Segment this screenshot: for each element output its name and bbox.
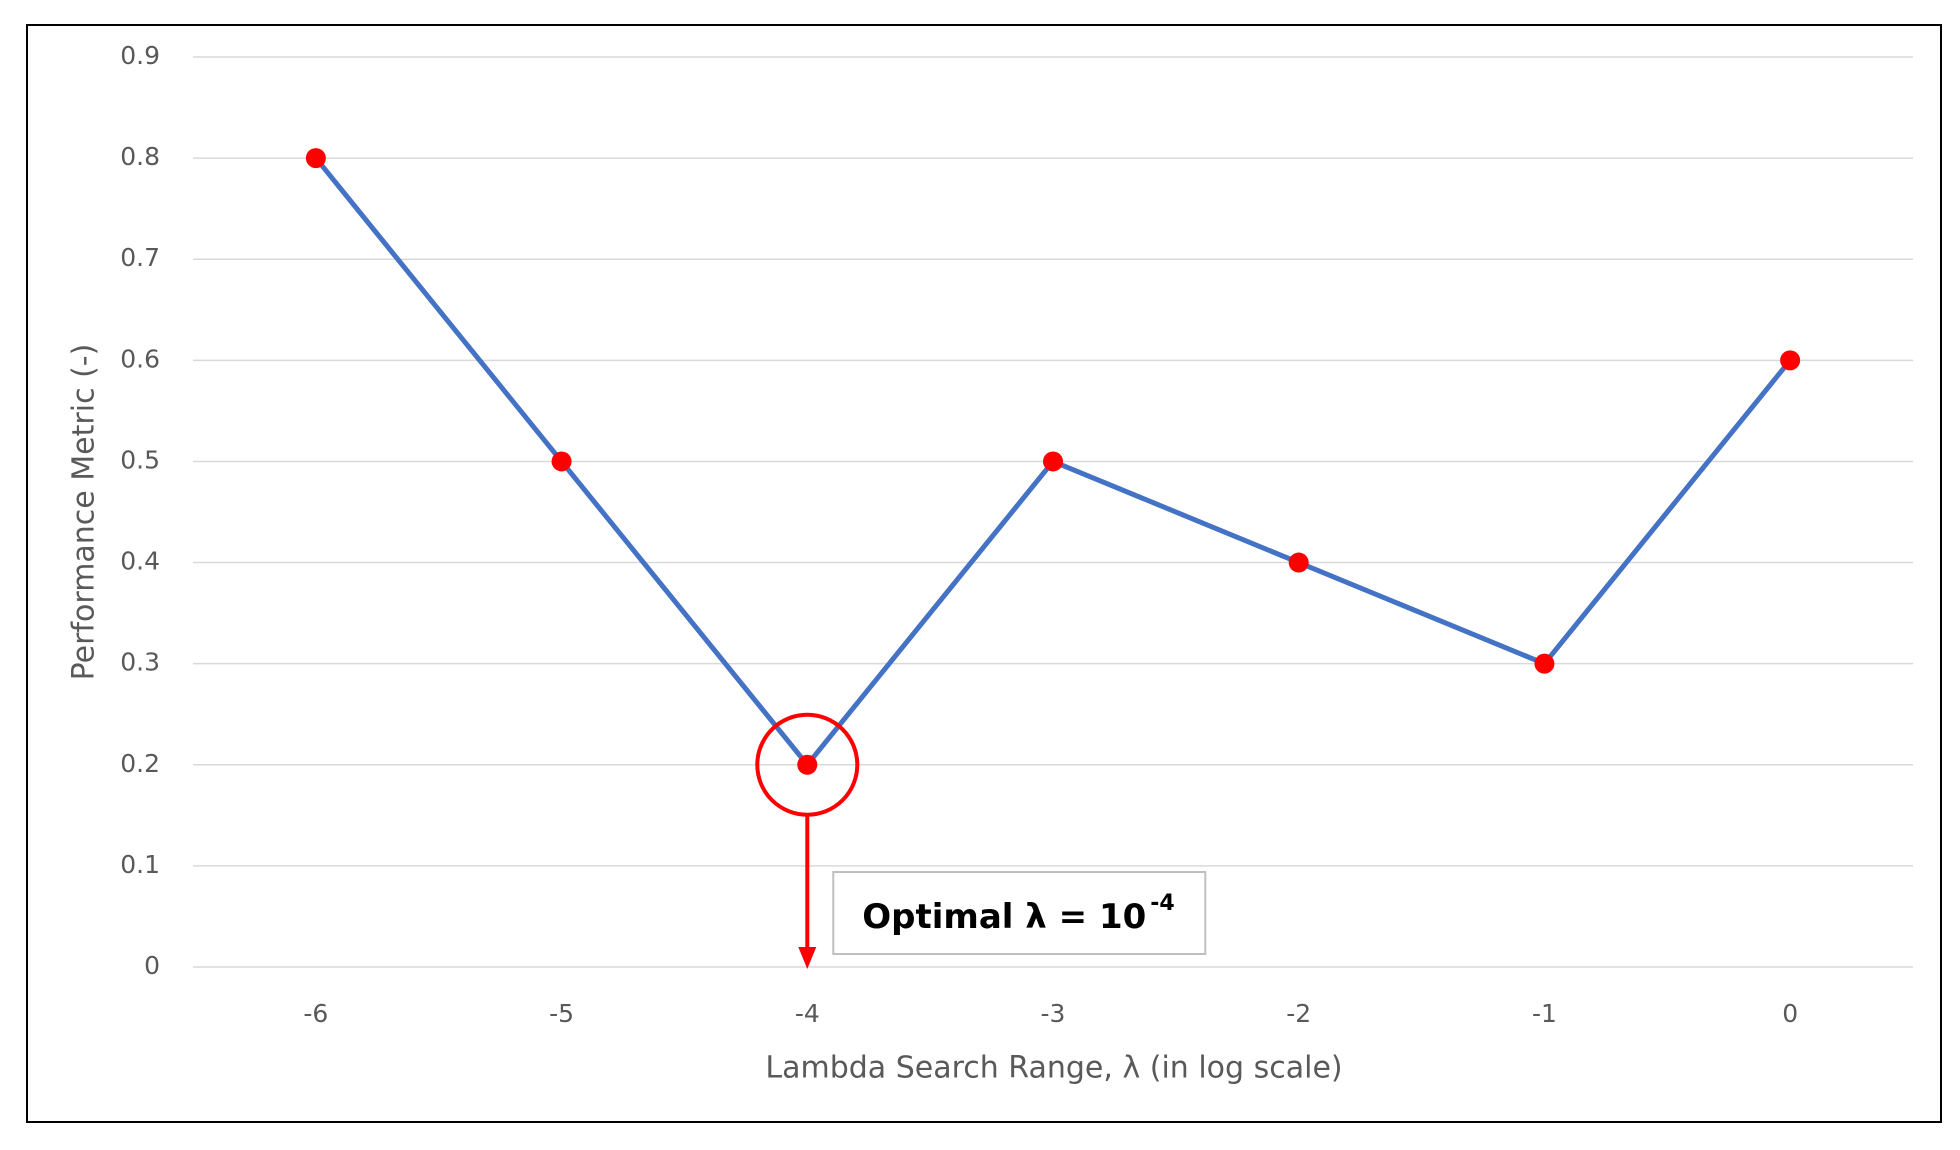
x-tick-label: -4 bbox=[795, 999, 820, 1028]
y-tick-label: 0.4 bbox=[120, 547, 160, 576]
arrow-head bbox=[798, 947, 817, 969]
y-tick-label: 0.1 bbox=[120, 850, 160, 879]
y-tick-label: 0.2 bbox=[120, 749, 160, 778]
y-tick-label: 0.7 bbox=[120, 243, 160, 272]
y-tick-label: 0.6 bbox=[120, 344, 160, 373]
annotation-text: Optimal λ = 10 -4 bbox=[862, 891, 1174, 937]
annotation-superscript: -4 bbox=[1150, 891, 1174, 916]
marker bbox=[1043, 451, 1063, 472]
marker bbox=[1534, 653, 1555, 674]
y-tick-label: 0.9 bbox=[120, 41, 160, 70]
y-tick-label: 0.8 bbox=[120, 142, 160, 171]
x-tick-label: -5 bbox=[549, 999, 574, 1028]
x-tick-label: -2 bbox=[1286, 999, 1311, 1028]
marker bbox=[797, 754, 818, 775]
x-tick-label: -1 bbox=[1532, 999, 1557, 1028]
marker bbox=[551, 451, 572, 472]
y-tick-label: 0.3 bbox=[120, 648, 160, 677]
marker bbox=[1288, 552, 1309, 573]
x-tick-label: -6 bbox=[303, 999, 328, 1028]
marker bbox=[305, 148, 326, 169]
y-tick-label: 0.5 bbox=[120, 445, 160, 474]
x-axis-title: Lambda Search Range, λ (in log scale) bbox=[765, 1051, 1342, 1086]
annotation-box bbox=[832, 871, 1207, 955]
y-tick-label: 0 bbox=[144, 951, 160, 980]
y-axis-title: Performance Metric (-) bbox=[67, 344, 102, 681]
marker bbox=[1780, 350, 1801, 371]
x-tick-label: 0 bbox=[1782, 999, 1798, 1028]
chart-border bbox=[26, 24, 1942, 1123]
x-tick-label: -3 bbox=[1041, 999, 1066, 1028]
annotation-main: Optimal λ = 10 bbox=[862, 897, 1146, 937]
